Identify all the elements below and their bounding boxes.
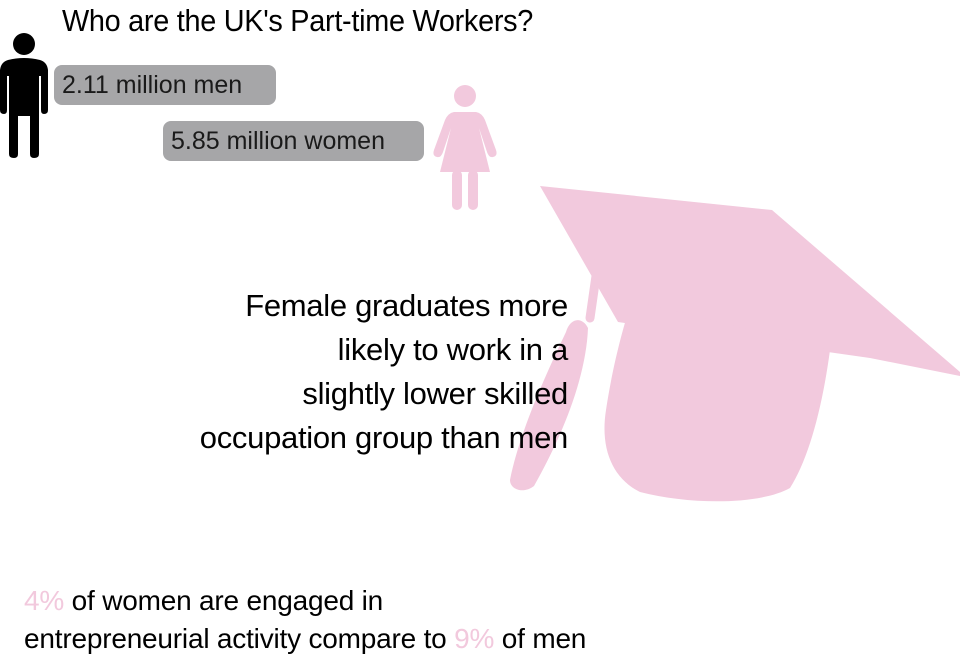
entrepreneurial-statement: 4% of women are engaged in entrepreneuri…: [24, 582, 586, 658]
women-count-badge: 5.85 million women: [163, 121, 424, 161]
graduates-line-2: likely to work in a: [337, 332, 569, 367]
men-percentage: 9%: [454, 623, 495, 654]
woman-icon: [433, 85, 497, 210]
men-count-badge: 2.11 million men: [54, 65, 276, 105]
graduates-statement: Female graduates more likely to work in …: [108, 284, 569, 460]
man-icon: [0, 33, 48, 158]
entrepreneurial-text-2: entrepreneurial activity compare to: [24, 623, 455, 654]
entrepreneurial-text-1: of women are engaged in: [64, 585, 384, 616]
graduates-line-3: slightly lower skilled: [302, 376, 568, 411]
women-percentage: 4%: [24, 585, 65, 616]
graduates-line-4: occupation group than men: [199, 420, 569, 455]
graduates-line-1: Female graduates more: [245, 288, 568, 323]
page-title: Who are the UK's Part-time Workers?: [62, 3, 534, 38]
entrepreneurial-text-3: of men: [494, 623, 587, 654]
